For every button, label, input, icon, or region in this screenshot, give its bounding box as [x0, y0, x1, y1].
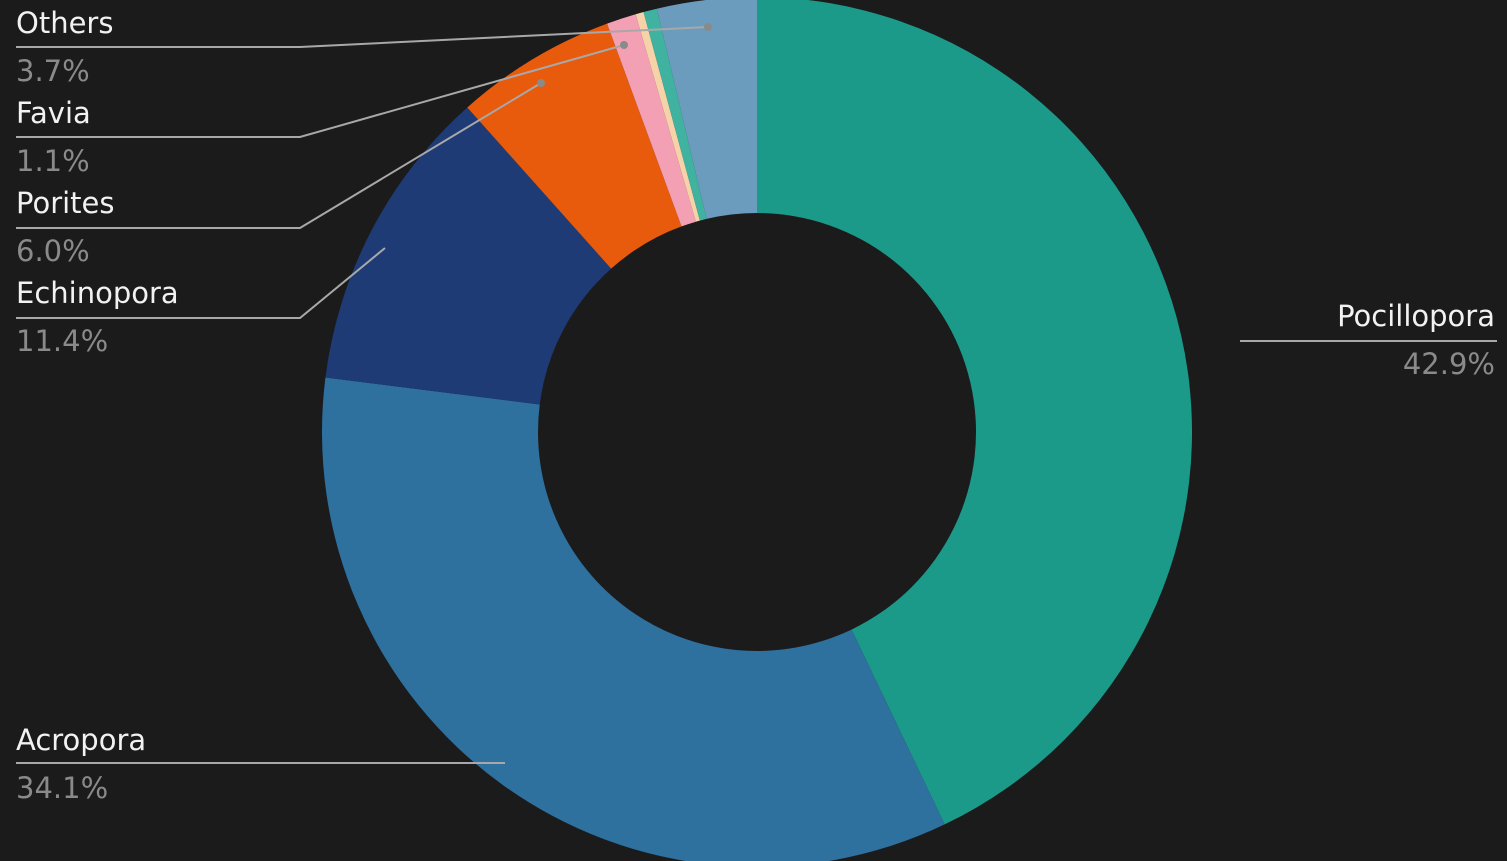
leader-line	[16, 26, 709, 48]
donut-slice	[757, 0, 1192, 825]
slice-label: Porites	[16, 186, 115, 220]
donut-slice	[607, 14, 696, 227]
slice-value-label: 11.4%	[16, 324, 108, 358]
leader-line	[16, 247, 386, 319]
slice-value-label: 34.1%	[16, 771, 108, 805]
slice-label: Echinopora	[16, 276, 179, 310]
slice-value-label: 1.1%	[16, 144, 90, 178]
leader-line	[16, 82, 542, 229]
leader-dot	[704, 23, 712, 31]
leader-dot	[620, 41, 628, 49]
donut-slice	[325, 107, 612, 405]
slice-value-label: 6.0%	[16, 234, 90, 268]
donut-slice	[467, 23, 682, 269]
leader-line	[16, 44, 625, 138]
donut-slice	[643, 8, 707, 221]
donut-slice	[322, 377, 945, 861]
donut-slice	[635, 12, 700, 222]
slice-value-label: 42.9%	[1403, 347, 1495, 381]
slice-label: Favia	[16, 96, 91, 130]
slice-label: Others	[16, 6, 113, 40]
slice-label: Pocillopora	[1337, 299, 1495, 333]
donut-slice	[656, 0, 757, 219]
slice-value-label: 3.7%	[16, 54, 90, 88]
slice-label: Acropora	[16, 723, 146, 757]
leader-dot	[537, 79, 545, 87]
